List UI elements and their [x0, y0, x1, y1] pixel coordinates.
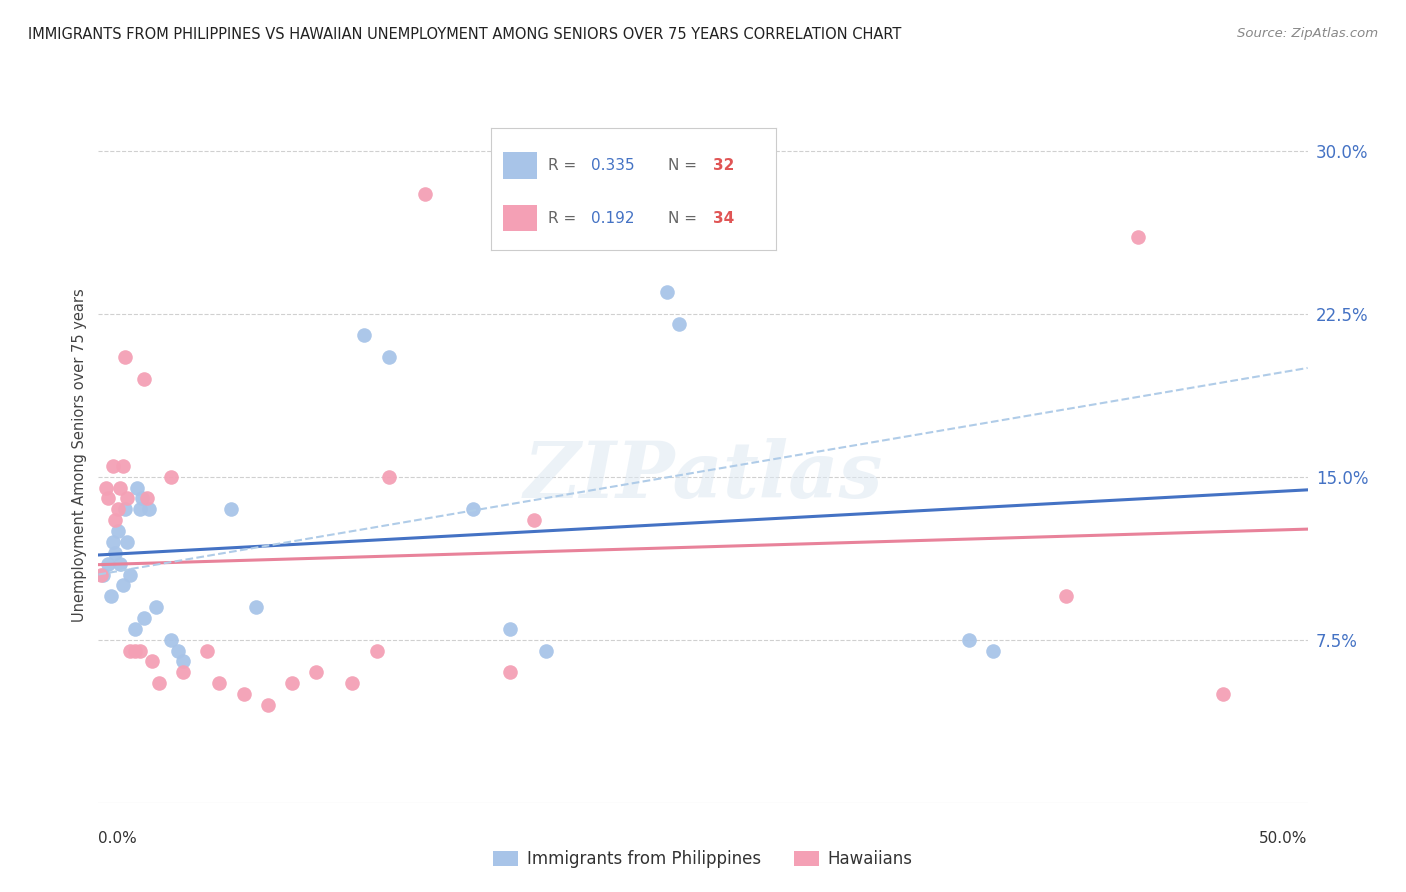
Point — [221, 502, 243, 516]
Point — [981, 643, 1004, 657]
Point — [128, 643, 150, 657]
Point — [208, 676, 231, 690]
Text: 50.0%: 50.0% — [1260, 831, 1308, 846]
Point — [118, 643, 141, 657]
Point — [377, 350, 399, 364]
Point — [108, 557, 131, 571]
Point — [498, 665, 520, 680]
Point — [117, 535, 139, 549]
Point — [101, 535, 124, 549]
Point — [668, 318, 690, 332]
Point — [134, 372, 156, 386]
Point — [957, 632, 980, 647]
Point — [534, 643, 557, 657]
Point — [104, 546, 127, 560]
Point — [148, 676, 170, 690]
Point — [1128, 230, 1150, 244]
Text: ZIPatlas: ZIPatlas — [523, 438, 883, 514]
Point — [498, 622, 520, 636]
Point — [114, 502, 136, 516]
Point — [127, 481, 149, 495]
Point — [135, 491, 157, 506]
Point — [377, 469, 399, 483]
Point — [145, 600, 167, 615]
Point — [128, 502, 150, 516]
Point — [138, 502, 160, 516]
Point — [232, 687, 254, 701]
Point — [107, 502, 129, 516]
Point — [172, 665, 194, 680]
Point — [118, 567, 141, 582]
Point — [463, 502, 485, 516]
Legend: Immigrants from Philippines, Hawaiians: Immigrants from Philippines, Hawaiians — [486, 844, 920, 875]
Point — [342, 676, 364, 690]
Point — [413, 187, 436, 202]
Point — [281, 676, 304, 690]
Point — [107, 524, 129, 538]
Point — [655, 285, 678, 299]
Point — [101, 458, 124, 473]
Point — [131, 491, 153, 506]
Point — [256, 698, 278, 712]
Point — [523, 513, 546, 527]
Point — [160, 469, 183, 483]
Point — [124, 622, 146, 636]
Point — [97, 491, 120, 506]
Point — [111, 578, 134, 592]
Point — [104, 513, 127, 527]
Text: 0.0%: 0.0% — [98, 831, 138, 846]
Point — [167, 643, 190, 657]
Point — [245, 600, 267, 615]
Point — [353, 328, 375, 343]
Point — [366, 643, 388, 657]
Point — [160, 632, 183, 647]
Point — [91, 567, 114, 582]
Text: IMMIGRANTS FROM PHILIPPINES VS HAWAIIAN UNEMPLOYMENT AMONG SENIORS OVER 75 YEARS: IMMIGRANTS FROM PHILIPPINES VS HAWAIIAN … — [28, 27, 901, 42]
Point — [100, 589, 122, 603]
Point — [195, 643, 218, 657]
Point — [1212, 687, 1234, 701]
Point — [108, 481, 131, 495]
Point — [117, 491, 139, 506]
Y-axis label: Unemployment Among Seniors over 75 years: Unemployment Among Seniors over 75 years — [72, 288, 87, 622]
Point — [114, 350, 136, 364]
Point — [1054, 589, 1077, 603]
Point — [90, 567, 112, 582]
Point — [94, 481, 117, 495]
Text: Source: ZipAtlas.com: Source: ZipAtlas.com — [1237, 27, 1378, 40]
Point — [124, 643, 146, 657]
Point — [141, 655, 163, 669]
Point — [305, 665, 328, 680]
Point — [111, 458, 134, 473]
Point — [97, 557, 120, 571]
Point — [134, 611, 156, 625]
Point — [172, 655, 194, 669]
